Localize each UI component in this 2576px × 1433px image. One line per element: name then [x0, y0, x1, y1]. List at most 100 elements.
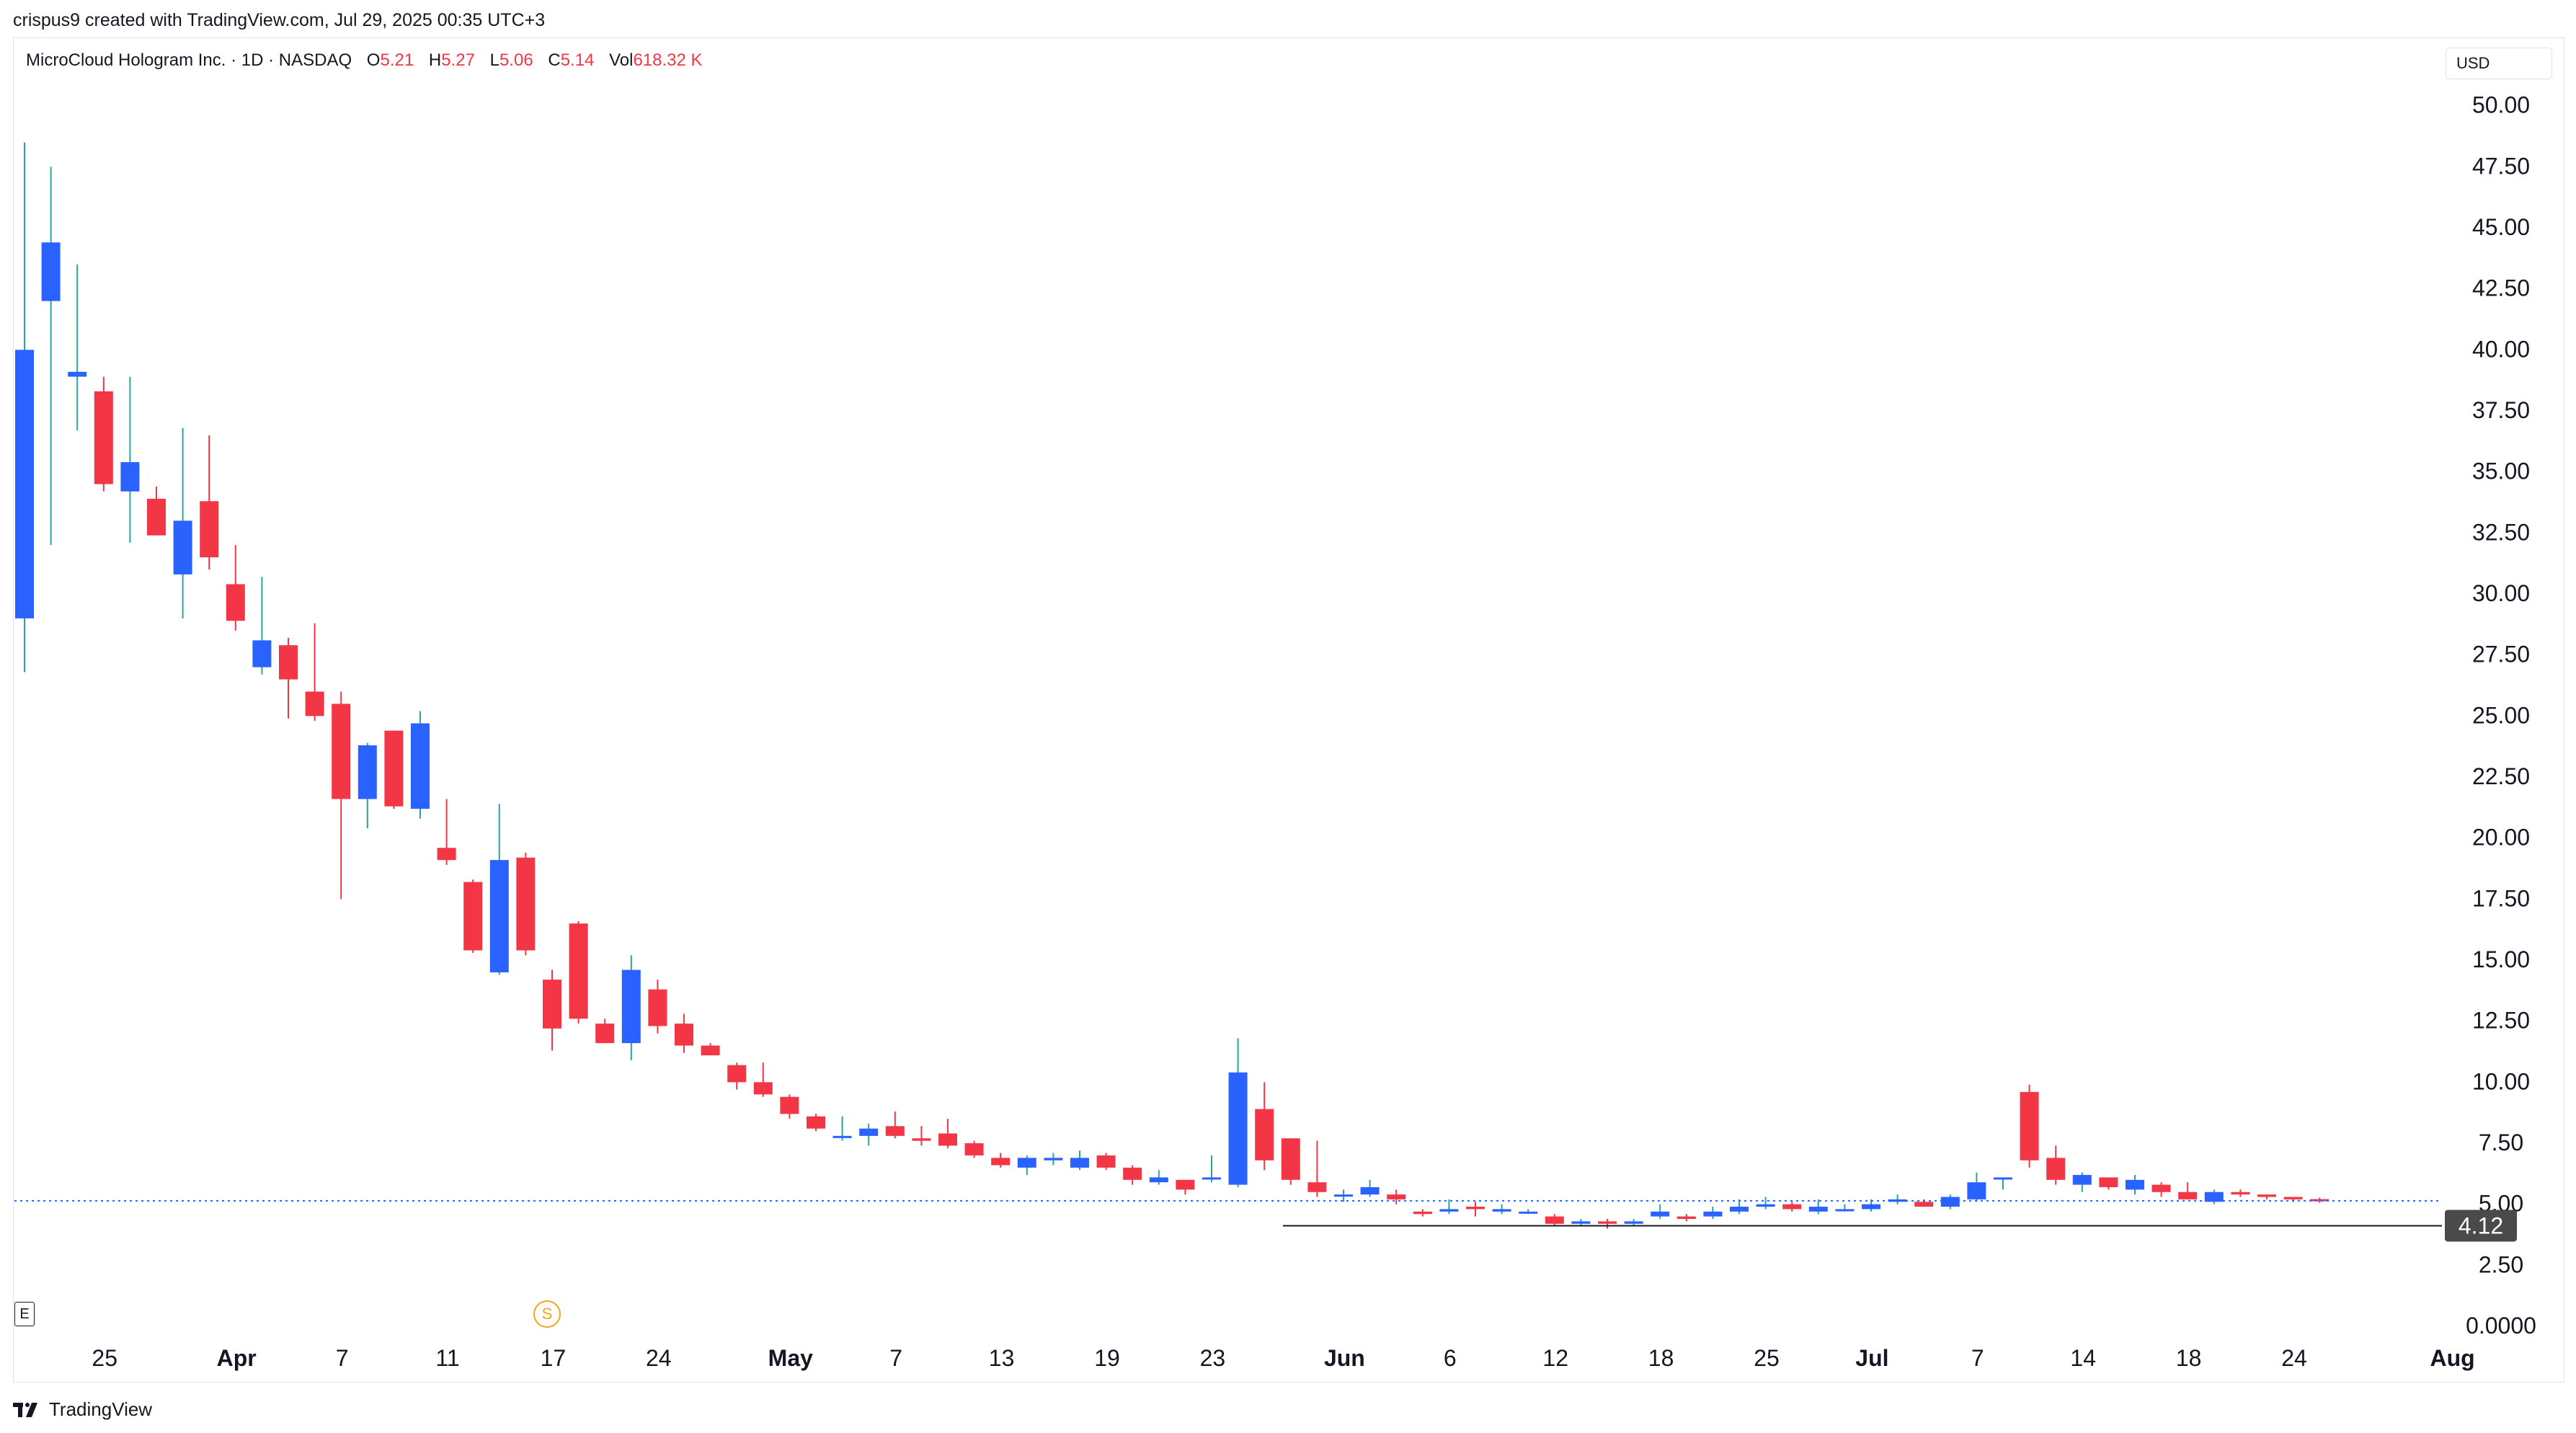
candle-body: [569, 923, 588, 1019]
chart-frame: [13, 37, 2564, 1383]
candle-body: [437, 848, 456, 861]
candle-body: [1994, 1177, 2012, 1180]
candle-body: [1756, 1204, 1775, 1207]
x-tick-label: Jul: [1855, 1345, 1888, 1371]
candle-body: [938, 1133, 957, 1146]
candle-body: [1967, 1182, 1986, 1199]
candle-body: [1387, 1194, 1406, 1199]
candle-body: [1070, 1158, 1089, 1168]
candle-body: [1519, 1211, 1538, 1214]
high-label: H: [428, 50, 442, 70]
candle-body: [1862, 1204, 1880, 1210]
candle-body: [94, 391, 113, 484]
candle-body: [1808, 1207, 1828, 1212]
candle-body: [2283, 1197, 2303, 1199]
x-tick-label: 24: [2281, 1345, 2307, 1371]
open-label: O: [366, 50, 381, 70]
support-label-bg: [2445, 1210, 2517, 1242]
x-tick-label: 6: [1444, 1345, 1457, 1371]
open-value: 5.21: [380, 50, 414, 70]
footer-brand-label: TradingView: [49, 1398, 153, 1420]
x-tick-label: Jun: [1324, 1345, 1365, 1371]
candle-body: [463, 882, 483, 951]
y-tick-label: 15.00: [2472, 946, 2530, 972]
candle-body: [1888, 1199, 1907, 1202]
earnings-marker[interactable]: E: [14, 1302, 35, 1326]
candle-body: [1598, 1221, 1617, 1224]
x-tick-label: 18: [1648, 1345, 1674, 1371]
candle-body: [1176, 1179, 1195, 1190]
x-tick-label: 17: [541, 1345, 567, 1371]
price-axis: 50.00 47.50 45.00 42.50 40.00 37.50 35.00 32.50…: [2466, 92, 2536, 1339]
candle-body: [2257, 1194, 2276, 1197]
close-value: 5.14: [560, 50, 595, 70]
candle-body: [1360, 1186, 1380, 1195]
candle-body: [1571, 1221, 1591, 1224]
candle-body: [1017, 1158, 1036, 1168]
symbol-title[interactable]: MicroCloud Hologram Inc. · 1D · NASDAQ: [26, 50, 352, 70]
candles-group: [15, 142, 2329, 1229]
candle-body: [1439, 1209, 1459, 1212]
candle-body: [2020, 1091, 2039, 1161]
currency-selector[interactable]: USD: [2446, 48, 2552, 79]
candle-body: [1492, 1209, 1511, 1212]
volume-value: 618.32 K: [633, 50, 703, 70]
candle-body: [1835, 1209, 1855, 1212]
low-value: 5.06: [499, 50, 533, 70]
x-tick-label: 7: [889, 1345, 902, 1371]
candle-body: [1307, 1182, 1327, 1192]
candle-body: [252, 640, 272, 667]
x-tick-label: 13: [989, 1345, 1015, 1371]
y-tick-label: 22.50: [2472, 763, 2530, 789]
y-tick-label: 47.50: [2472, 153, 2530, 179]
candle-body: [489, 860, 509, 972]
candle-body: [1466, 1207, 1485, 1210]
split-marker[interactable]: S: [533, 1300, 561, 1328]
y-tick-label: 12.50: [2472, 1008, 2530, 1034]
high-value: 5.27: [441, 50, 475, 70]
candle-body: [701, 1045, 720, 1056]
candle-body: [1730, 1207, 1749, 1212]
x-tick-label: 18: [2176, 1345, 2202, 1371]
x-tick-label: 7: [336, 1345, 349, 1371]
candle-body: [200, 501, 219, 558]
candle-body: [2126, 1179, 2144, 1190]
candle-body: [912, 1138, 931, 1141]
y-tick-label: 32.50: [2472, 519, 2530, 545]
candle-body: [1703, 1211, 1723, 1217]
x-tick-label: Apr: [217, 1345, 257, 1371]
candle-body: [120, 462, 140, 492]
y-tick-label: 45.00: [2472, 214, 2530, 240]
candle-body: [147, 498, 166, 536]
candle-body: [1255, 1109, 1274, 1161]
candle-body: [1149, 1177, 1168, 1183]
y-tick-label: 40.00: [2472, 336, 2530, 362]
candle-body: [332, 704, 351, 799]
x-tick-label: 12: [1542, 1345, 1568, 1371]
candle-body: [1123, 1167, 1142, 1180]
low-label: L: [489, 50, 499, 70]
x-tick-label: 7: [1971, 1345, 1984, 1371]
overlays-group: 4.12: [14, 1199, 2517, 1242]
candle-body: [357, 745, 377, 799]
candle-body: [780, 1096, 799, 1114]
y-tick-label: 10.00: [2472, 1068, 2530, 1094]
candle-body: [991, 1158, 1011, 1166]
candle-body: [2072, 1175, 2092, 1185]
candle-body: [279, 645, 298, 680]
x-tick-label: May: [768, 1345, 813, 1371]
candle-body: [2204, 1192, 2224, 1202]
candle-body: [595, 1024, 615, 1044]
candle-body: [1281, 1138, 1300, 1180]
candle-body: [173, 520, 192, 574]
candle-body: [1940, 1197, 1960, 1207]
candle-body: [1624, 1221, 1643, 1224]
footer-brand[interactable]: TradingView: [13, 1398, 152, 1421]
y-tick-label: 17.50: [2472, 885, 2530, 911]
candle-body: [15, 350, 34, 618]
candle-body: [648, 989, 667, 1026]
candle-body: [1545, 1216, 1564, 1224]
candle-body: [885, 1126, 905, 1136]
x-tick-label: 23: [1200, 1345, 1226, 1371]
